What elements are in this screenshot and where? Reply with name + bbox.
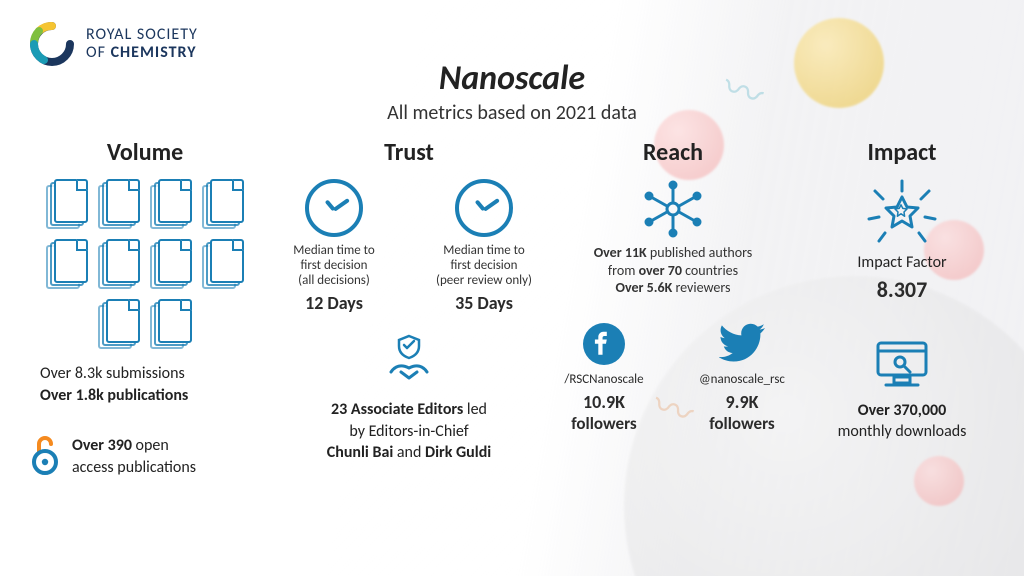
open-access-icon [30,432,60,481]
column-impact: Impact Impact Factor 8.307 [802,138,1002,558]
reviewers-count: Over 5.6K [616,279,673,296]
editors-count: 23 Associate Editors [331,400,463,419]
open-access-bold: Over 390 [72,436,132,455]
downloads-block: Over 370,000 monthly downloads [802,337,1002,443]
document-stack-icon [202,239,244,291]
metrics-columns: Volume Over 8.3k submissions Over 1.8k p… [30,138,994,558]
column-trust: Trust Median time to first decision (all… [274,138,544,558]
editors-led: led [463,400,487,419]
social-row: /RSCNanoscale 10.9K followers @nanoscale… [558,323,788,434]
document-stack-icon [150,179,192,231]
editors-line2: by Editors-in-Chief [274,421,544,443]
column-reach: Reach Over 11K published authors from ov… [558,138,788,558]
document-stack-icon [46,179,88,231]
volume-submissions: Over 8.3k submissions [30,363,260,385]
editor-name-2: Dirk Guldi [425,443,491,462]
document-stack-icon [46,239,88,291]
page-header: Nanoscale All metrics based on 2021 data [0,58,1024,125]
impact-factor-value: 8.307 [802,276,1002,303]
clock-peer-label: Median time to first decision (peer revi… [427,243,541,288]
authors-from: from [608,262,639,279]
clock-all-days: 12 Days [277,292,391,314]
authors-count: Over 11K [594,244,647,261]
impact-stars-icon [863,233,941,252]
editors-and: and [393,443,425,462]
trust-clocks: Median time to first decision (all decis… [274,179,544,314]
facebook-block: /RSCNanoscale 10.9K followers [558,323,650,434]
volume-publications-bold: Over 1.8k publications [40,386,188,405]
clock-all-label: Median time to first decision (all decis… [277,243,391,288]
reach-heading: Reach [558,138,788,167]
document-stack-icon [202,179,244,231]
countries-count: over 70 [639,262,682,279]
open-access-row: Over 390 open access publications [30,432,260,481]
reach-authors-line1: Over 11K published authors [558,244,788,262]
editors-line1: 23 Associate Editors led [274,399,544,421]
documents-icon-grid [30,179,260,351]
reach-reviewers: Over 5.6K reviewers [558,279,788,297]
network-hub-icon [641,225,705,244]
authors-rest: published authors [647,244,753,261]
document-stack-icon [98,179,140,231]
document-stack-icon [150,299,192,351]
twitter-followers-label: followers [696,413,788,434]
document-stack-icon [98,299,140,351]
logo-line1: ROYAL SOCIETY [86,26,198,44]
clock-peer-days: 35 Days [427,292,541,314]
editor-name-1: Chunli Bai [327,443,394,462]
documents-row [46,299,244,351]
downloads-bold: Over 370,000 [858,401,946,420]
impact-heading: Impact [802,138,1002,167]
volume-heading: Volume [30,138,260,167]
handshake-shield-icon [381,380,437,399]
facebook-handle: /RSCNanoscale [558,372,650,387]
clock-all-decisions: Median time to first decision (all decis… [277,179,391,314]
downloads-line2: monthly downloads [802,421,1002,443]
open-access-text: Over 390 open access publications [72,435,196,478]
journal-title: Nanoscale [0,58,1024,99]
reach-authors-line2: from over 70 countries [558,262,788,280]
clock-peer-review: Median time to first decision (peer revi… [427,179,541,314]
editors-block: 23 Associate Editors led by Editors-in-C… [274,332,544,464]
facebook-icon [583,351,625,370]
facebook-followers: 10.9K [558,391,650,413]
volume-publications: Over 1.8k publications [30,385,260,407]
header-subtitle: All metrics based on 2021 data [0,101,1024,125]
documents-row [46,239,244,291]
clock-icon [305,179,363,237]
reviewers-rest: reviewers [672,279,730,296]
rsc-logo-text: ROYAL SOCIETY OF CHEMISTRY [86,26,198,62]
facebook-followers-label: followers [558,413,650,434]
twitter-block: @nanoscale_rsc 9.9K followers [696,323,788,434]
editors-line3: Chunli Bai and Dirk Guldi [274,442,544,464]
monitor-search-icon [872,381,932,400]
document-stack-icon [150,239,192,291]
impact-factor-label: Impact Factor [802,252,1002,274]
column-volume: Volume Over 8.3k submissions Over 1.8k p… [30,138,260,558]
clock-icon [455,179,513,237]
document-stack-icon [98,239,140,291]
trust-heading: Trust [274,138,544,167]
twitter-icon [719,351,765,370]
downloads-line1: Over 370,000 [802,400,1002,422]
twitter-handle: @nanoscale_rsc [696,372,788,387]
twitter-followers: 9.9K [696,391,788,413]
countries-rest: countries [682,262,738,279]
